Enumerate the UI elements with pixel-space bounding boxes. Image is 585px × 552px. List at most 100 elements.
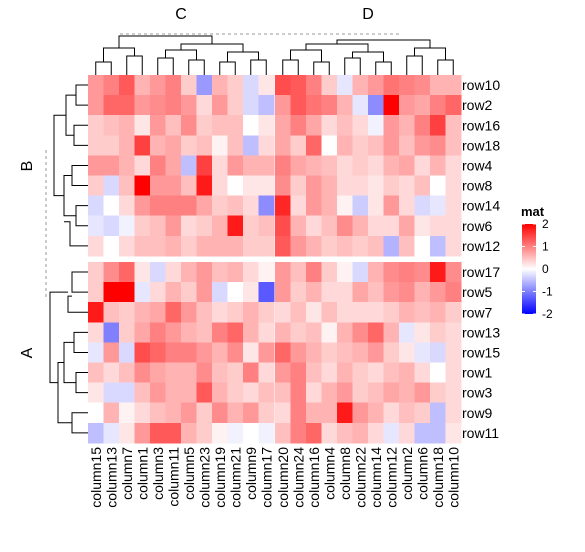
heatmap-cell — [275, 195, 291, 217]
heatmap-cell — [368, 95, 384, 116]
heatmap-cell — [196, 75, 213, 96]
heatmap-cell — [383, 215, 400, 237]
heatmap-cell — [227, 175, 244, 196]
heatmap-cell — [150, 155, 166, 176]
heatmap-cell — [181, 402, 197, 424]
dendrogram-branch — [344, 57, 361, 75]
heatmap-cell — [399, 362, 415, 383]
heatmap-cell — [352, 235, 369, 257]
heatmap-cell — [430, 282, 446, 303]
heatmap-cell — [181, 302, 197, 323]
heatmap-cell — [306, 422, 322, 444]
heatmap-cell — [150, 322, 166, 343]
column-label: column4 — [321, 447, 337, 500]
dendrogram-branch — [180, 43, 244, 52]
legend-tick-label: 2 — [542, 217, 549, 231]
heatmap-cell — [88, 195, 104, 217]
heatmap-cell — [368, 402, 384, 424]
column-label: column10 — [445, 447, 461, 508]
heatmap-cell — [275, 422, 291, 444]
heatmap-cell — [258, 382, 275, 404]
heatmap-cell — [337, 195, 353, 217]
heatmap-cell — [290, 115, 307, 136]
heatmap-cell — [430, 115, 446, 136]
heatmap-cell — [150, 422, 166, 444]
heatmap-cell — [134, 235, 151, 257]
heatmap-cell — [383, 95, 400, 116]
heatmap-cell — [445, 382, 462, 404]
heatmap-cell — [414, 382, 431, 404]
heatmap-cell — [337, 402, 353, 424]
heatmap-cell — [196, 235, 213, 257]
heatmap-cell — [383, 175, 400, 196]
heatmap-cell — [243, 95, 259, 116]
heatmap-cell — [290, 382, 307, 404]
heatmap-cell — [306, 75, 322, 96]
heatmap-cell — [352, 215, 369, 237]
heatmap-cell — [368, 115, 384, 136]
heatmap-cell — [414, 95, 431, 116]
heatmap-cell — [119, 322, 135, 343]
heatmap-cell — [150, 402, 166, 424]
heatmap-cell — [306, 155, 322, 176]
heatmap-cell — [181, 262, 197, 283]
heatmap-cell — [383, 362, 400, 383]
column-label: column24 — [290, 447, 306, 508]
heatmap-cell — [119, 382, 135, 404]
heatmap-cell — [212, 115, 228, 136]
heatmap-cell — [321, 322, 338, 343]
heatmap-cell — [337, 135, 353, 156]
heatmap-cell — [445, 362, 462, 383]
heatmap-cell — [306, 342, 322, 363]
row-label: row9 — [462, 405, 493, 421]
heatmap-cell — [165, 155, 182, 176]
heatmap-cell — [290, 422, 307, 444]
heatmap-cell — [399, 342, 415, 363]
heatmap-cell — [150, 115, 166, 136]
row-group-label: B — [19, 161, 36, 172]
heatmap-cell — [337, 422, 353, 444]
column-label: column14 — [368, 447, 384, 508]
heatmap-cell — [337, 362, 353, 383]
heatmap-cell — [243, 402, 259, 424]
heatmap-cell — [150, 95, 166, 116]
heatmap-cell — [321, 422, 338, 444]
heatmap-cell — [243, 235, 259, 257]
row-label: row14 — [462, 198, 500, 214]
heatmap-cell — [414, 75, 431, 96]
dendrogram-branch — [406, 55, 423, 75]
heatmap-cell — [352, 382, 369, 404]
heatmap-cell — [165, 382, 182, 404]
heatmap-cell — [103, 362, 120, 383]
dendrogram-branch — [313, 61, 330, 75]
heatmap-cell — [352, 342, 369, 363]
heatmap-cell — [119, 155, 135, 176]
heatmap-cell — [181, 362, 197, 383]
row-label: row18 — [462, 137, 500, 153]
heatmap-cell — [258, 135, 275, 156]
heatmap-cell — [430, 235, 446, 257]
heatmap-cell — [275, 322, 291, 343]
heatmap-cell — [368, 322, 384, 343]
heatmap-cell — [321, 155, 338, 176]
heatmap-cell — [134, 322, 151, 343]
heatmap-cell — [227, 155, 244, 176]
heatmap-cell — [352, 402, 369, 424]
heatmap-cell — [414, 135, 431, 156]
heatmap-cell — [134, 362, 151, 383]
heatmap-cell — [212, 402, 228, 424]
heatmap-cell — [399, 322, 415, 343]
heatmap-cell — [103, 95, 120, 116]
row-label: row17 — [462, 264, 500, 280]
heatmap-cell — [337, 342, 353, 363]
heatmap-cell — [306, 262, 322, 283]
heatmap-cell — [212, 362, 228, 383]
heatmap-cell — [275, 155, 291, 176]
heatmap-cell — [383, 195, 400, 217]
heatmap-cell — [196, 115, 213, 136]
heatmap-cell — [119, 135, 135, 156]
heatmap-cell — [383, 342, 400, 363]
heatmap-cell — [430, 342, 446, 363]
heatmap-cell — [321, 402, 338, 424]
